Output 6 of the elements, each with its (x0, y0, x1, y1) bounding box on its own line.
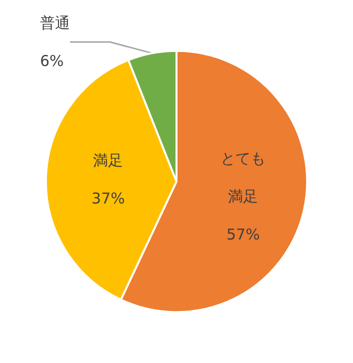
data-label: 37% (92, 189, 125, 208)
category-label: とても満足 (220, 149, 266, 206)
slice-label: 満足 (93, 151, 124, 170)
data-label: 6% (40, 52, 64, 70)
data-label: 57% (226, 225, 260, 244)
slice-label: 普通 (40, 14, 70, 32)
